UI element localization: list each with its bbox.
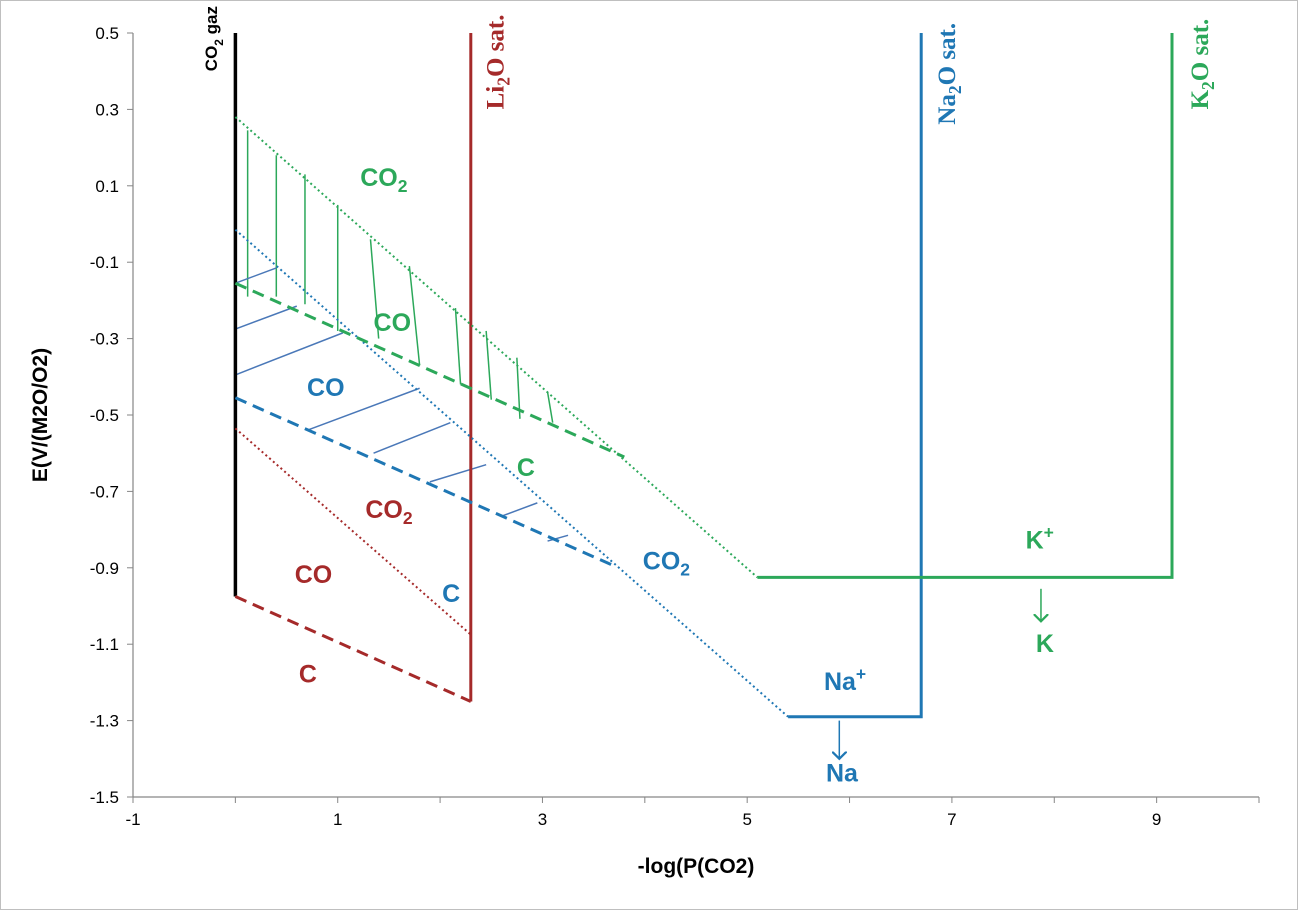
k-metal-label: K bbox=[1036, 630, 1054, 658]
labels-group: CO2 gaz Li2O sat. Na2O sat. K2O sat. CO2 CO C C… bbox=[202, 6, 1218, 788]
na-c-label: C bbox=[442, 580, 460, 608]
x-axis-title: -log(P(CO2) bbox=[638, 855, 755, 878]
na-hatch-line bbox=[429, 463, 487, 483]
series-na_sat bbox=[788, 33, 923, 719]
y-axis-title: E(V/(M2O/O2) bbox=[29, 348, 52, 482]
y-tick-label: -1.3 bbox=[90, 712, 119, 731]
k-sat-label: K2O sat. bbox=[1187, 19, 1218, 110]
li-sat-label: Li2O sat. bbox=[483, 15, 514, 110]
y-tick-label: -0.9 bbox=[90, 559, 119, 578]
na-co-label: CO bbox=[307, 374, 345, 402]
k-hatch-line bbox=[369, 239, 380, 339]
y-tick-label: -1.5 bbox=[90, 788, 119, 807]
y-tick-label: 0.3 bbox=[95, 100, 119, 119]
x-tick-label: 3 bbox=[538, 810, 547, 829]
na-metal-label: Na bbox=[826, 760, 859, 788]
li-co2-label: CO2 bbox=[365, 496, 413, 528]
k-hatch-line bbox=[546, 391, 554, 423]
y-tick-label: -1.1 bbox=[90, 635, 119, 654]
y-tick-label: -0.1 bbox=[90, 253, 119, 272]
series-li_c_co bbox=[234, 595, 472, 703]
na-hatch-line bbox=[373, 421, 451, 454]
series-li_co_co2 bbox=[234, 427, 472, 636]
x-tick-label: 5 bbox=[742, 810, 751, 829]
series-na_c_co bbox=[234, 396, 615, 568]
li-co-label: CO bbox=[295, 561, 333, 589]
na-hatch-line bbox=[306, 387, 420, 431]
co2-gaz-label: CO2 gaz bbox=[202, 6, 226, 71]
na-co2-label: CO2 bbox=[643, 548, 691, 580]
y-tick-label: -0.7 bbox=[90, 482, 119, 501]
na-hatch-line bbox=[235, 267, 277, 284]
k-hatch-line bbox=[485, 330, 493, 400]
x-tick-label: 1 bbox=[333, 810, 342, 829]
na-hatch-line bbox=[235, 305, 298, 330]
na-hatch-line bbox=[547, 534, 569, 542]
x-tick-label: 9 bbox=[1152, 810, 1161, 829]
na-hatch-line bbox=[501, 502, 538, 517]
y-tick-label: 0.5 bbox=[95, 24, 119, 43]
arrows-group bbox=[839, 588, 1041, 759]
y-tick-label: -0.5 bbox=[90, 406, 119, 425]
y-tick-label: 0.1 bbox=[95, 177, 119, 196]
k-co-label: CO bbox=[374, 309, 412, 337]
k-hatch-line bbox=[408, 265, 421, 366]
series-k_c_co bbox=[234, 281, 625, 459]
k-ion-label: K+ bbox=[1026, 523, 1054, 555]
series-na_co_co2 bbox=[234, 228, 789, 718]
lines-group bbox=[233, 33, 1174, 719]
k-c-label: C bbox=[517, 454, 535, 482]
na-sat-label: Na2O sat. bbox=[934, 23, 965, 125]
k-co2-label: CO2 bbox=[360, 164, 408, 196]
series-k_co_co2 bbox=[234, 116, 759, 579]
axes-group: 0.5 0.3 0.1 -0.1 -0.3 -0.5 -0.7 -0.9 -1.1 -1.3 -1.… bbox=[90, 24, 1260, 829]
series-k_sat bbox=[757, 33, 1174, 579]
y-tick-label: -0.3 bbox=[90, 330, 119, 349]
x-tick-label: -1 bbox=[125, 810, 140, 829]
k-hatch-line bbox=[454, 307, 462, 385]
x-tick-label: 7 bbox=[947, 810, 956, 829]
li-c-label: C bbox=[299, 660, 317, 688]
na-hatch-line bbox=[235, 332, 344, 376]
na-ion-label: Na+ bbox=[824, 664, 866, 696]
hatch-group bbox=[235, 130, 569, 542]
